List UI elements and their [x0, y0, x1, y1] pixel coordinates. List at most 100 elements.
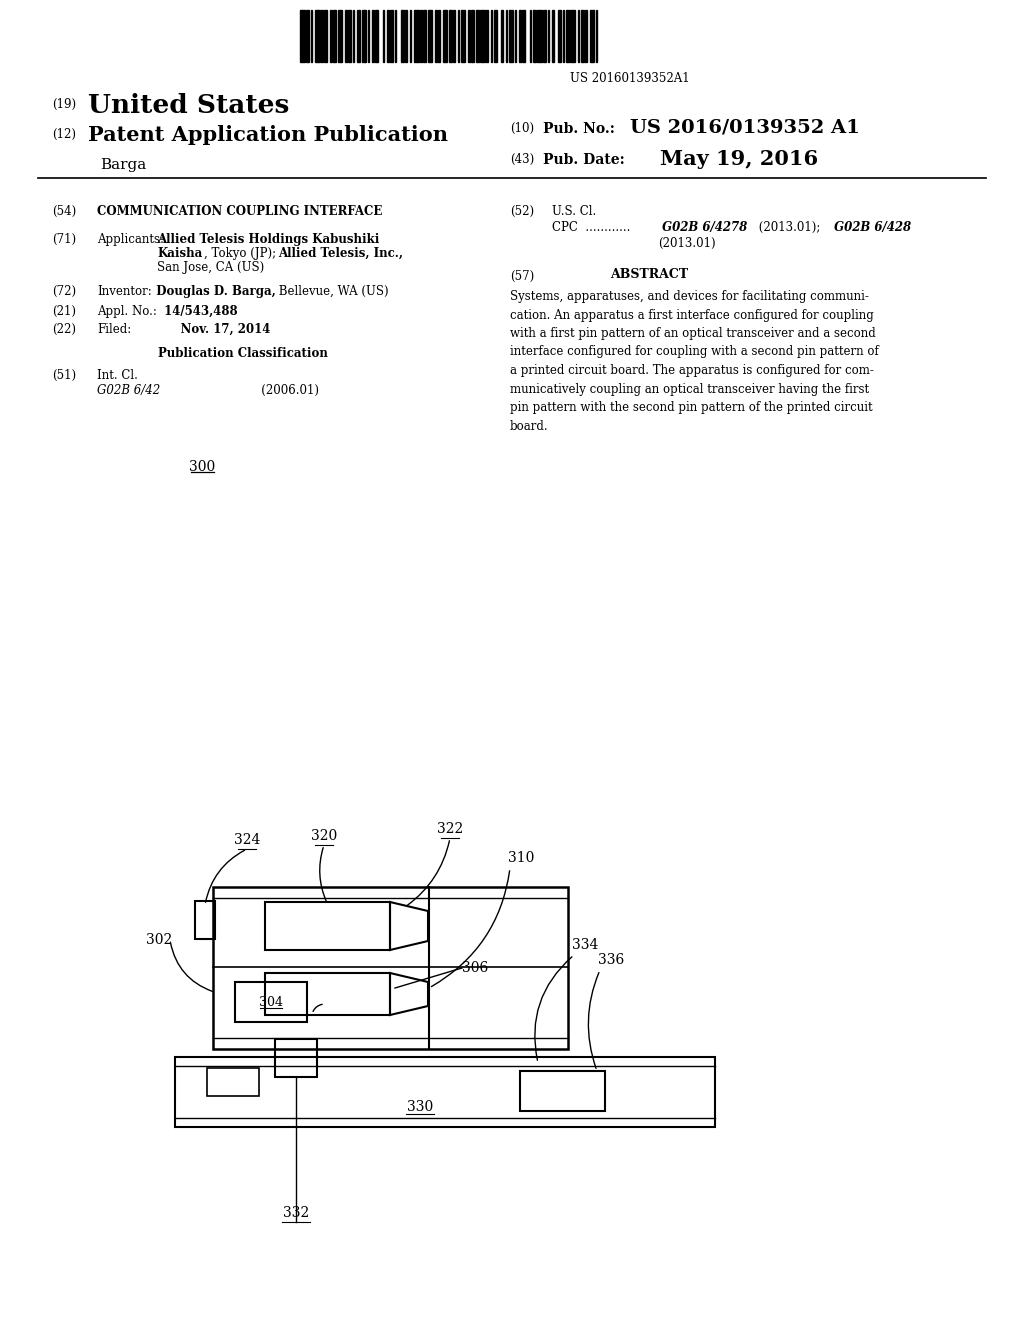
- Bar: [310, 11, 312, 62]
- Bar: [306, 11, 309, 62]
- Text: San Jose, CA (US): San Jose, CA (US): [157, 261, 264, 275]
- Text: (51): (51): [52, 370, 76, 381]
- Bar: [552, 11, 554, 62]
- Bar: [300, 11, 304, 62]
- Text: (12): (12): [52, 128, 76, 141]
- Bar: [486, 11, 487, 62]
- Bar: [338, 11, 342, 62]
- Text: 310: 310: [508, 851, 535, 865]
- Bar: [330, 11, 332, 62]
- Bar: [234, 982, 307, 1022]
- Text: G02B 6/428: G02B 6/428: [830, 220, 911, 234]
- Bar: [315, 11, 319, 62]
- Bar: [501, 11, 503, 62]
- Text: Pub. Date:: Pub. Date:: [543, 153, 625, 168]
- Text: 302: 302: [145, 933, 172, 946]
- Text: (54): (54): [52, 205, 76, 218]
- Text: 336: 336: [598, 953, 625, 968]
- Text: Inventor:: Inventor:: [97, 285, 152, 298]
- Bar: [520, 1071, 605, 1111]
- Text: G02B 6/4278: G02B 6/4278: [658, 220, 748, 234]
- Bar: [537, 11, 542, 62]
- Bar: [175, 1057, 715, 1127]
- Bar: [265, 902, 390, 950]
- Text: 334: 334: [572, 939, 598, 952]
- Bar: [522, 11, 525, 62]
- Text: Pub. No.:: Pub. No.:: [543, 121, 614, 136]
- Bar: [352, 11, 354, 62]
- Bar: [321, 11, 323, 62]
- Text: 324: 324: [233, 833, 260, 847]
- Bar: [514, 11, 516, 62]
- Bar: [506, 11, 507, 62]
- Bar: [383, 11, 384, 62]
- Text: (57): (57): [510, 271, 535, 282]
- Bar: [265, 973, 390, 1015]
- Bar: [427, 11, 432, 62]
- Bar: [543, 11, 546, 62]
- Text: 322: 322: [437, 822, 463, 836]
- Bar: [195, 902, 215, 939]
- Bar: [453, 11, 455, 62]
- Text: May 19, 2016: May 19, 2016: [660, 149, 818, 169]
- Text: 304: 304: [259, 995, 283, 1008]
- Text: 306: 306: [462, 961, 488, 975]
- Text: 332: 332: [283, 1206, 309, 1220]
- Text: (10): (10): [510, 121, 535, 135]
- Bar: [468, 11, 469, 62]
- Text: (71): (71): [52, 234, 76, 246]
- Bar: [207, 1068, 259, 1096]
- Bar: [213, 887, 568, 1049]
- Bar: [458, 11, 459, 62]
- Text: 320: 320: [311, 829, 337, 843]
- Bar: [420, 11, 422, 62]
- Text: COMMUNICATION COUPLING INTERFACE: COMMUNICATION COUPLING INTERFACE: [97, 205, 382, 218]
- Bar: [548, 11, 549, 62]
- Text: Kaisha: Kaisha: [157, 247, 203, 260]
- Bar: [585, 11, 587, 62]
- Text: Allied Telesis, Inc.,: Allied Telesis, Inc.,: [278, 247, 403, 260]
- Bar: [390, 11, 393, 62]
- Bar: [590, 11, 594, 62]
- Bar: [494, 11, 497, 62]
- Bar: [509, 11, 513, 62]
- Text: US 20160139352A1: US 20160139352A1: [570, 73, 690, 84]
- Bar: [438, 11, 439, 62]
- Bar: [581, 11, 584, 62]
- Bar: [333, 11, 336, 62]
- Bar: [361, 11, 366, 62]
- Text: (72): (72): [52, 285, 76, 298]
- Bar: [394, 11, 396, 62]
- Bar: [324, 11, 327, 62]
- Bar: [480, 11, 484, 62]
- Bar: [345, 11, 346, 62]
- Bar: [375, 11, 378, 62]
- Bar: [406, 11, 407, 62]
- Text: (43): (43): [510, 153, 535, 166]
- Bar: [387, 11, 388, 62]
- Text: (19): (19): [52, 98, 76, 111]
- Bar: [400, 11, 403, 62]
- Bar: [275, 1039, 317, 1077]
- Text: (22): (22): [52, 323, 76, 337]
- Text: Appl. No.:: Appl. No.:: [97, 305, 157, 318]
- Bar: [410, 11, 411, 62]
- Text: ABSTRACT: ABSTRACT: [610, 268, 688, 281]
- Bar: [461, 11, 465, 62]
- Text: 300: 300: [188, 459, 215, 474]
- Bar: [348, 11, 351, 62]
- Text: (52): (52): [510, 205, 535, 218]
- Text: Patent Application Publication: Patent Application Publication: [88, 125, 449, 145]
- Text: Applicants:: Applicants:: [97, 234, 164, 246]
- Text: (2013.01);: (2013.01);: [755, 220, 820, 234]
- Text: Nov. 17, 2014: Nov. 17, 2014: [160, 323, 270, 337]
- Bar: [490, 11, 492, 62]
- Bar: [357, 11, 360, 62]
- Bar: [596, 11, 597, 62]
- Text: U.S. Cl.: U.S. Cl.: [552, 205, 596, 218]
- Text: G02B 6/42: G02B 6/42: [97, 384, 160, 397]
- Text: 330: 330: [407, 1100, 433, 1114]
- Bar: [442, 11, 447, 62]
- Bar: [532, 11, 536, 62]
- Bar: [529, 11, 531, 62]
